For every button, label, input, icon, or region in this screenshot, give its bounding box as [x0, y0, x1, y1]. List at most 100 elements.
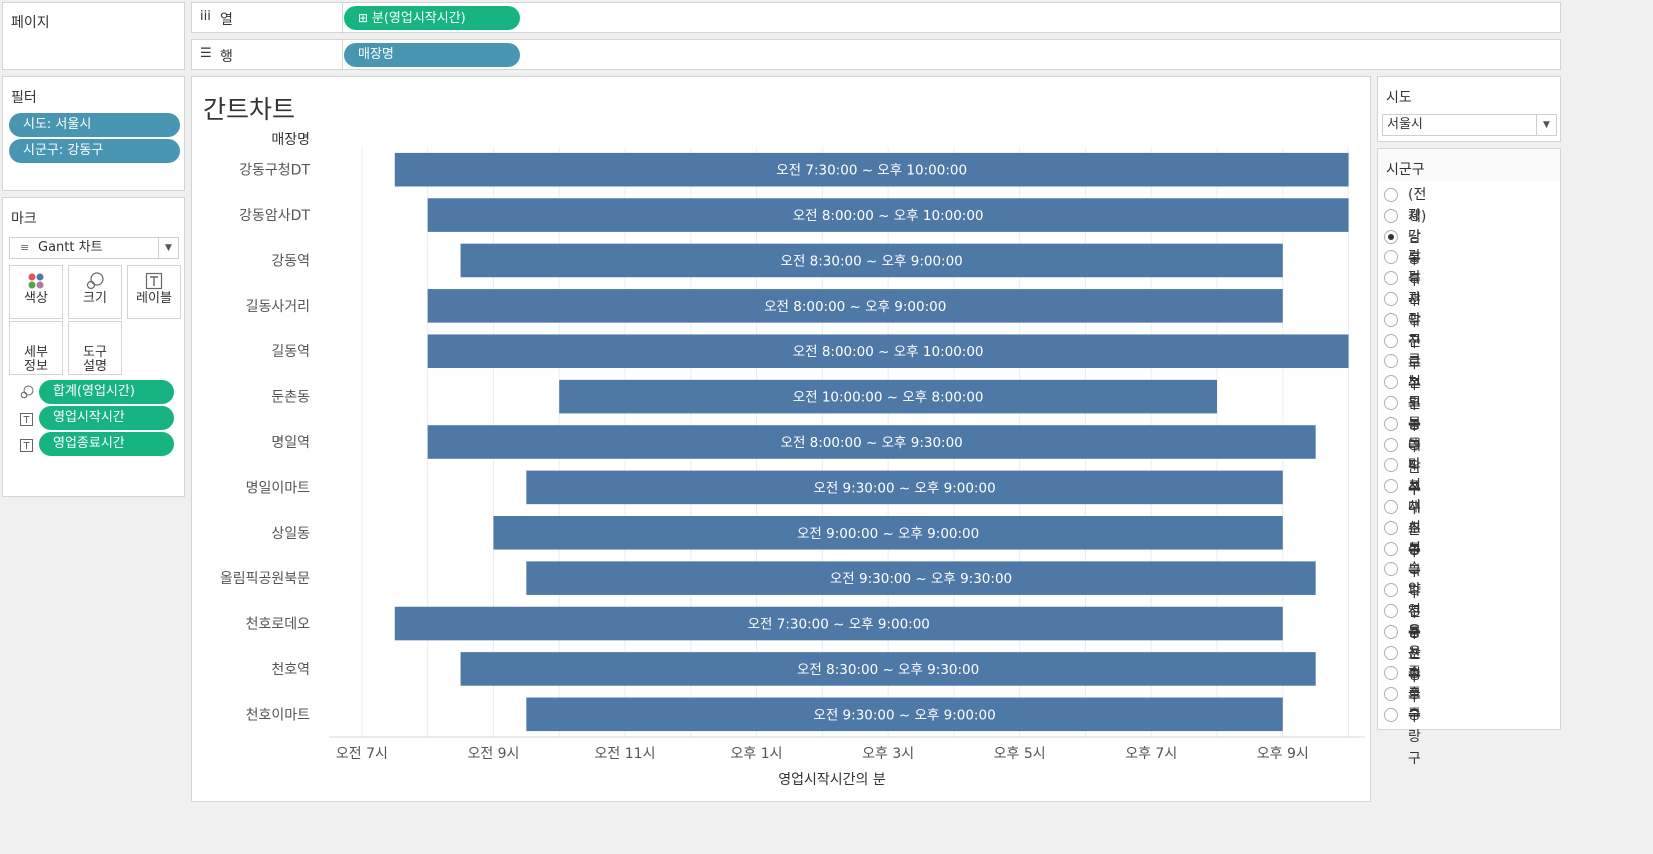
radio-button[interactable]: [1384, 500, 1398, 514]
radio-button[interactable]: [1384, 188, 1398, 202]
pages-shelf[interactable]: 페이지: [2, 2, 185, 70]
radio-button[interactable]: [1384, 396, 1398, 410]
detail-label: 세부 정보: [24, 345, 48, 374]
gantt-bar: [427, 334, 1349, 369]
row-label: 명일역: [271, 435, 310, 451]
sigungu-option-label: 용산구: [1408, 623, 1421, 684]
filter-pill-sigungu[interactable]: 시군구: 강동구: [9, 139, 180, 163]
marks-field-pill[interactable]: 영업종료시간: [39, 432, 174, 456]
bar-label: 오전 9:30:00 ~ 오후 9:00:00: [813, 707, 995, 723]
x-tick-label: 오후 5시: [994, 746, 1046, 762]
radio-button[interactable]: [1384, 354, 1398, 369]
gantt-bar: [526, 470, 1283, 505]
row-label: 천호역: [271, 662, 310, 678]
mark-type-label: Gantt 차트: [38, 240, 103, 255]
x-tick-label: 오전 11시: [595, 746, 656, 762]
text-field-icon: [20, 437, 33, 456]
row-label: 강동암사DT: [239, 208, 310, 224]
sigungu-option-label: 강서구: [1408, 270, 1421, 331]
x-tick-label: 오후 9시: [1257, 746, 1309, 762]
sigungu-option-label: 관악구: [1408, 291, 1421, 351]
rows-shelf[interactable]: ☰ 행 매장명: [191, 39, 1561, 71]
row-label: 둔촌동: [271, 390, 310, 406]
radio-button[interactable]: [1384, 708, 1398, 722]
sigungu-option-label: 서초구: [1408, 499, 1421, 559]
mark-type-dropdown[interactable]: ≡ Gantt 차트 ▼: [9, 237, 179, 259]
x-tick-label: 오전 9시: [467, 746, 519, 762]
x-tick-label: 오전 7시: [336, 746, 388, 762]
color-label: 색상: [24, 291, 48, 306]
sigungu-option-label: 광진구: [1408, 311, 1421, 372]
color-icon: [10, 266, 62, 292]
label-button[interactable]: 레이블: [127, 265, 181, 319]
radio-button[interactable]: [1384, 416, 1398, 431]
bar-label: 오전 9:00:00 ~ 오후 9:00:00: [797, 526, 979, 542]
color-button[interactable]: 색상: [9, 265, 63, 319]
radio-button[interactable]: [1384, 479, 1398, 494]
bar-label: 오전 8:30:00 ~ 오후 9:30:00: [797, 662, 979, 678]
row-label: 길동역: [271, 344, 310, 360]
radio-button[interactable]: [1384, 229, 1398, 244]
sigungu-option-label: 노원구: [1408, 374, 1421, 435]
sido-filter-card: 시도 서울시 ▼: [1377, 76, 1561, 142]
sigungu-option-label: 성북구: [1408, 540, 1421, 601]
radio-button[interactable]: [1384, 541, 1398, 556]
radio-button[interactable]: [1384, 333, 1398, 348]
sigungu-header: [1378, 149, 1560, 181]
marks-field-label: 합계(영업시간): [53, 384, 135, 399]
sido-dropdown[interactable]: 서울시 ▼: [1382, 114, 1557, 136]
filter-pill-sido[interactable]: 시도: 서울시: [9, 113, 180, 137]
tooltip-button[interactable]: 도구 설명: [68, 321, 122, 375]
columns-pill[interactable]: ⊞ 분(영업시작시간): [344, 6, 520, 30]
x-tick-label: 오후 3시: [862, 746, 914, 762]
radio-button[interactable]: [1384, 437, 1398, 452]
detail-button[interactable]: 세부 정보: [9, 321, 63, 375]
sigungu-option-label: 마포구: [1408, 457, 1421, 518]
radio-button[interactable]: [1384, 312, 1398, 327]
row-label: 강동역: [271, 253, 310, 269]
radio-button[interactable]: [1384, 604, 1398, 618]
tooltip-label: 도구 설명: [83, 345, 107, 374]
sigungu-option-label: 강동구: [1408, 228, 1421, 289]
radio-button[interactable]: [1384, 458, 1398, 473]
size-icon: [69, 266, 121, 292]
radio-button[interactable]: [1384, 520, 1398, 535]
radio-button[interactable]: [1384, 208, 1398, 223]
sigungu-option-label: 영등포구: [1408, 603, 1421, 685]
marks-field-pill[interactable]: 영업시작시간: [39, 406, 174, 430]
size-button[interactable]: 크기: [68, 265, 122, 319]
gantt-bar: [493, 515, 1283, 550]
gantt-icon: ≡: [20, 241, 30, 254]
radio-button[interactable]: [1384, 687, 1398, 702]
radio-button[interactable]: [1384, 583, 1398, 598]
bar-label: 오전 7:30:00 ~ 오후 9:00:00: [748, 617, 930, 633]
radio-button[interactable]: [1384, 250, 1398, 265]
sigungu-option-label: 송파구: [1408, 561, 1421, 622]
sigungu-option-label: 동작구: [1408, 436, 1421, 497]
columns-label: 열: [220, 12, 233, 28]
rows-pill[interactable]: 매장명: [344, 43, 520, 67]
radio-button[interactable]: [1384, 624, 1398, 639]
columns-shelf[interactable]: iii 열 ⊞ 분(영업시작시간): [191, 2, 1561, 34]
columns-pill-label: 분(영업시작시간): [371, 11, 466, 26]
gantt-bar: [559, 379, 1217, 414]
radio-button[interactable]: [1384, 271, 1398, 286]
sigungu-option-label: (전체): [1408, 187, 1427, 225]
row-label: 올림픽공원북문: [220, 571, 310, 587]
marks-field-pill[interactable]: 합계(영업시간): [39, 380, 174, 404]
sigungu-option-label: 서대문구: [1408, 478, 1421, 561]
radio-button[interactable]: [1384, 666, 1398, 681]
sigungu-option-label: 동대문구: [1408, 415, 1421, 498]
row-label: 천호이마트: [246, 707, 311, 723]
radio-button[interactable]: [1384, 645, 1398, 660]
radio-button[interactable]: [1384, 292, 1398, 306]
size-label: 크기: [83, 291, 107, 306]
radio-button[interactable]: [1384, 375, 1398, 390]
sigungu-option-label: 도봉구: [1408, 395, 1421, 455]
rows-label: 행: [220, 49, 233, 65]
text-label-icon: [128, 266, 180, 292]
row-label: 강동구청DT: [239, 163, 310, 179]
row-label: 명일이마트: [246, 480, 311, 496]
radio-button[interactable]: [1384, 562, 1398, 577]
chart-title: 간트차트: [203, 95, 296, 124]
